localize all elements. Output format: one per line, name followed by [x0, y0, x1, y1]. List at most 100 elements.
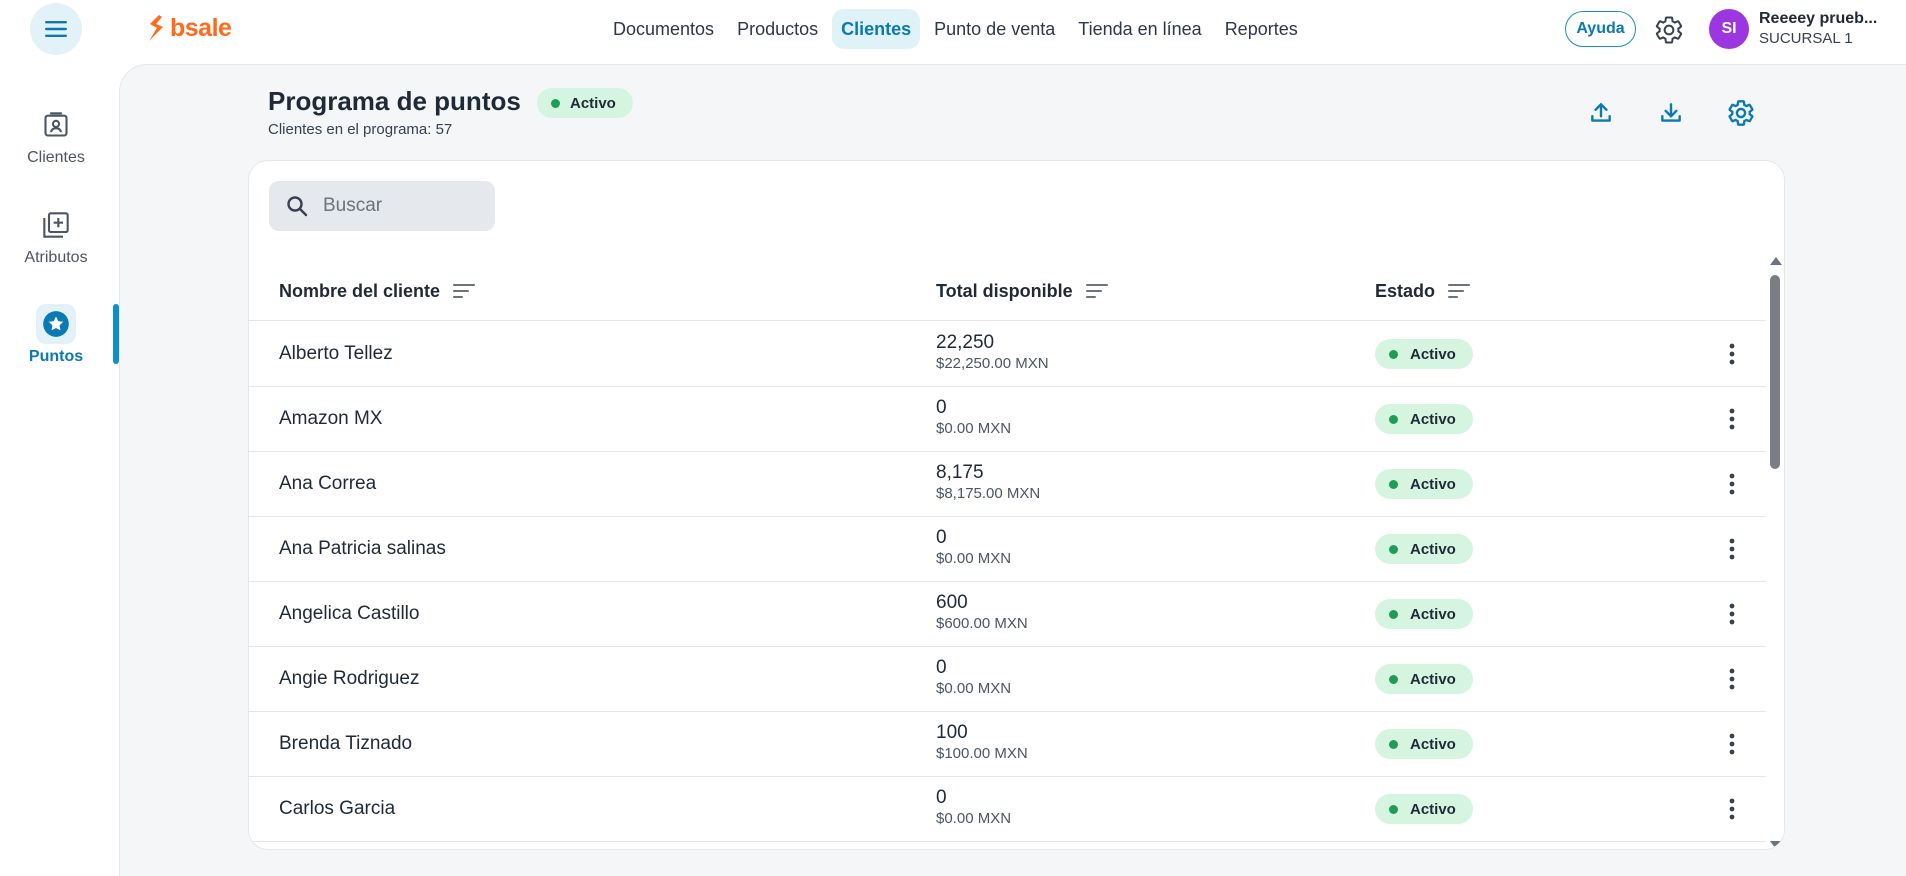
row-menu-button[interactable]: [1717, 469, 1747, 499]
client-name: Ana Correa: [279, 473, 377, 494]
client-name: Angelica Castillo: [279, 603, 420, 624]
more-vertical-icon: [1729, 538, 1735, 560]
upload-button[interactable]: [1586, 98, 1616, 128]
search-box[interactable]: [269, 181, 495, 231]
table-row[interactable]: Carlos Garcia 0 $0.00 MXN Activo: [249, 777, 1766, 842]
total-cell: 600 $600.00 MXN: [936, 592, 1028, 633]
user-menu[interactable]: Reeeey prueb... SUCURSAL 1: [1759, 10, 1877, 47]
nav-productos[interactable]: Productos: [737, 18, 819, 39]
status-badge: Activo: [1375, 599, 1473, 629]
download-icon: [1661, 103, 1681, 122]
avatar[interactable]: SI: [1709, 9, 1749, 49]
status-badge: Activo: [1375, 339, 1473, 369]
program-settings-button[interactable]: [1726, 98, 1756, 128]
more-vertical-icon: [1729, 408, 1735, 430]
status-label: Activo: [1410, 345, 1456, 363]
status-label: Activo: [1410, 410, 1456, 428]
status-badge: Activo: [1375, 794, 1473, 824]
nav-reportes[interactable]: Reportes: [1224, 18, 1298, 39]
column-header-label: Estado: [1375, 280, 1436, 301]
more-vertical-icon: [1729, 798, 1735, 820]
nav-punto-de-venta[interactable]: Punto de venta: [934, 18, 1056, 39]
more-vertical-icon: [1729, 343, 1735, 365]
settings-button[interactable]: [1654, 15, 1684, 45]
points-value: 0: [936, 657, 947, 678]
amount-value: $8,175.00 MXN: [936, 485, 1041, 502]
bsale-logo[interactable]: bsale: [146, 12, 232, 44]
table-scrollbar[interactable]: [1766, 257, 1784, 849]
logo-text: bsale: [170, 13, 232, 42]
nav-tienda-en-linea[interactable]: Tienda en línea: [1078, 18, 1202, 39]
status-dot: [1389, 804, 1398, 814]
page-title: Programa de puntos: [268, 86, 521, 116]
client-name: Ana Patricia salinas: [279, 538, 446, 559]
row-menu-button[interactable]: [1717, 599, 1747, 629]
hamburger-menu-button[interactable]: [30, 3, 82, 55]
total-cell: 0 $0.00 MXN: [936, 397, 1011, 438]
total-cell: 0 $0.00 MXN: [936, 787, 1011, 828]
top-bar: bsale Documentos Productos Clientes Punt…: [0, 0, 1906, 58]
sort-icon[interactable]: [1085, 282, 1109, 300]
column-header-estado[interactable]: Estado: [1375, 261, 1471, 321]
row-menu-button[interactable]: [1717, 534, 1747, 564]
help-button[interactable]: Ayuda: [1565, 11, 1636, 47]
total-cell: 0 $0.00 MXN: [936, 527, 1011, 568]
status-dot: [1389, 739, 1398, 749]
status-dot: [1389, 414, 1398, 424]
clients-table-card: Nombre del cliente Total disponible Esta…: [248, 160, 1785, 850]
more-vertical-icon: [1729, 473, 1735, 495]
points-value: 8,175: [936, 462, 984, 483]
sidebar-item-clientes[interactable]: Clientes: [0, 105, 112, 167]
gear-icon: [1655, 16, 1683, 44]
points-value: 0: [936, 527, 947, 548]
scroll-up-arrow-icon[interactable]: [1770, 257, 1782, 265]
row-menu-button[interactable]: [1717, 794, 1747, 824]
table-row[interactable]: Angelica Castillo 600 $600.00 MXN Activo: [249, 582, 1766, 647]
nav-clientes[interactable]: Clientes: [832, 9, 921, 49]
bsale-logo-mark-icon: [149, 15, 163, 41]
column-header-nombre[interactable]: Nombre del cliente: [279, 261, 476, 321]
scrollbar-thumb[interactable]: [1770, 275, 1780, 469]
nav-documentos[interactable]: Documentos: [613, 18, 715, 39]
table-row[interactable]: Ana Correa 8,175 $8,175.00 MXN Activo: [249, 452, 1766, 517]
table-row[interactable]: Ana Patricia salinas 0 $0.00 MXN Activo: [249, 517, 1766, 582]
download-button[interactable]: [1656, 98, 1686, 128]
sidebar-item-puntos[interactable]: Puntos: [0, 304, 112, 366]
scroll-down-arrow-icon[interactable]: [1770, 841, 1782, 849]
table-body: Alberto Tellez 22,250 $22,250.00 MXN Act…: [249, 322, 1766, 842]
points-value: 22,250: [936, 332, 995, 353]
sidebar-item-atributos[interactable]: Atributos: [0, 205, 112, 267]
status-label: Activo: [1410, 800, 1456, 818]
sort-icon[interactable]: [1447, 282, 1471, 300]
table-row[interactable]: Alberto Tellez 22,250 $22,250.00 MXN Act…: [249, 322, 1766, 387]
row-menu-button[interactable]: [1717, 664, 1747, 694]
status-label: Activo: [1410, 670, 1456, 688]
status-dot: [1389, 674, 1398, 684]
client-name: Amazon MX: [279, 408, 383, 429]
points-value: 0: [936, 397, 947, 418]
row-menu-button[interactable]: [1717, 339, 1747, 369]
more-vertical-icon: [1729, 668, 1735, 690]
amount-value: $0.00 MXN: [936, 810, 1012, 827]
table-header: Nombre del cliente Total disponible Esta…: [249, 261, 1766, 321]
amount-value: $22,250.00 MXN: [936, 355, 1049, 372]
status-label: Activo: [1410, 735, 1456, 753]
table-row[interactable]: Amazon MX 0 $0.00 MXN Activo: [249, 387, 1766, 452]
row-menu-button[interactable]: [1717, 729, 1747, 759]
amount-value: $0.00 MXN: [936, 550, 1012, 567]
sidebar-item-label: Clientes: [27, 149, 85, 166]
row-menu-button[interactable]: [1717, 404, 1747, 434]
table-row[interactable]: Angie Rodriguez 0 $0.00 MXN Activo: [249, 647, 1766, 712]
status-badge: Activo: [1375, 729, 1473, 759]
status-label: Activo: [570, 94, 616, 112]
column-header-total[interactable]: Total disponible: [936, 261, 1109, 321]
upload-icon: [1591, 103, 1611, 122]
search-input[interactable]: [323, 195, 473, 217]
status-dot: [1389, 609, 1398, 619]
client-name: Brenda Tiznado: [279, 733, 413, 754]
sort-icon[interactable]: [452, 282, 476, 300]
total-cell: 22,250 $22,250.00 MXN: [936, 332, 1049, 373]
total-cell: 100 $100.00 MXN: [936, 722, 1028, 763]
more-vertical-icon: [1729, 733, 1735, 755]
table-row[interactable]: Brenda Tiznado 100 $100.00 MXN Activo: [249, 712, 1766, 777]
